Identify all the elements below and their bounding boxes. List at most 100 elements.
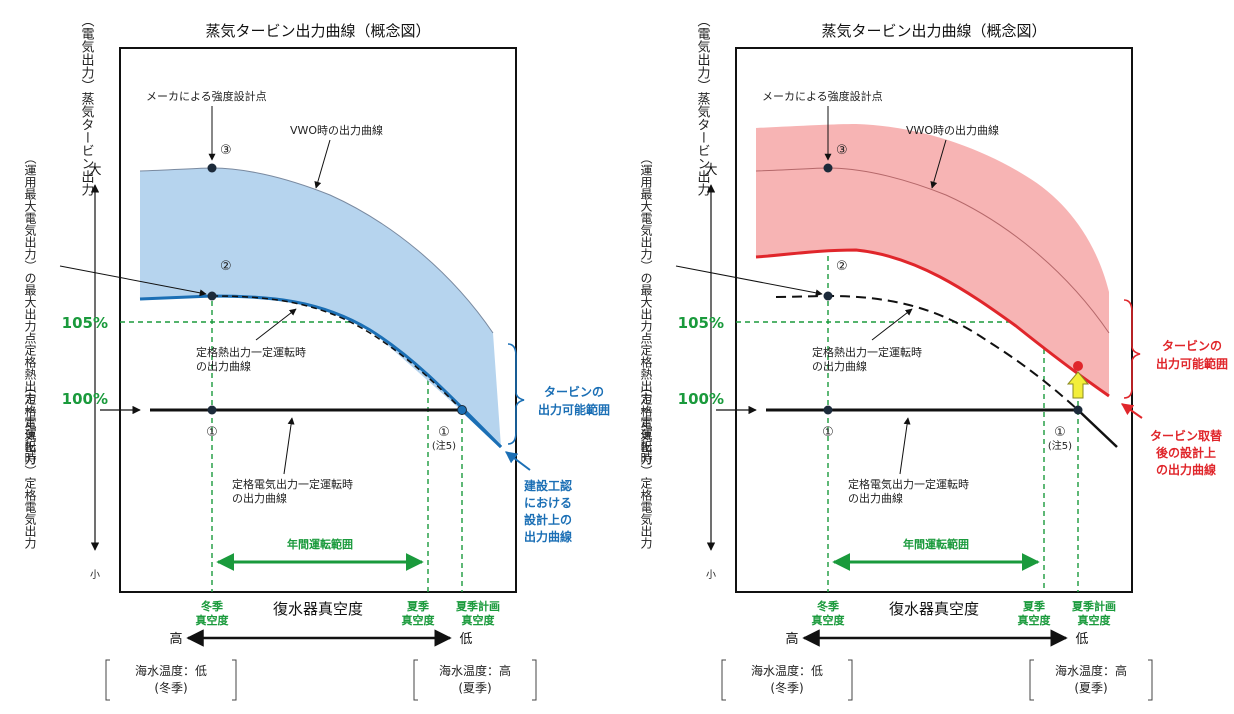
design-output-curve: [139, 294, 503, 449]
winter-vac-2: 真空度: [196, 613, 230, 627]
vwo-curve-text: VWO時の出力曲線: [290, 123, 383, 137]
thermal-curve-text-2: の出力曲線: [196, 359, 251, 373]
design-curve-text-1: 建設工認: [523, 478, 572, 493]
elec-curve-text-2: の出力曲線: [848, 491, 903, 505]
summer-plan-vac-2: 真空度: [462, 613, 496, 627]
vwo-curve: [755, 167, 1110, 334]
design-curve-text-2: 後の設計上: [1156, 445, 1216, 460]
pct-100-label: 100%: [678, 390, 724, 408]
thermal-curve-text-2: の出力曲線: [812, 359, 867, 373]
design-curve-text-3: 設計上の: [524, 512, 572, 527]
annual-range-label: 年間運転範囲: [287, 537, 353, 551]
point-1: [823, 405, 833, 415]
max-point-label: （運用最大電気出力）の最大出力点定格熱出力一定運転時: [639, 152, 653, 464]
sea-temp-low-1: 海水温度：低: [751, 663, 823, 678]
diagram-title: 蒸気タービン出力曲線（概念図）: [821, 22, 1046, 40]
winter-vac-2: 真空度: [812, 613, 846, 627]
thermal-output-curve: [211, 295, 463, 411]
point-1: [207, 405, 217, 415]
design-curve-text-3: の出力曲線: [1156, 462, 1216, 477]
sea-temp-high-2: (夏季): [1074, 681, 1107, 695]
design-point-text: メーカによる強度設計点: [762, 89, 883, 103]
rated-output-label: （定格電気出力）定格電気出力: [639, 381, 653, 550]
range-brace-text-2: 出力可能範囲: [538, 402, 610, 417]
vwo-curve-text: VWO時の出力曲線: [906, 123, 999, 137]
label-1: ①: [206, 425, 218, 440]
label-1-note: ①: [1054, 425, 1066, 440]
label-1-note: ①: [438, 425, 450, 440]
point-3: [823, 163, 833, 173]
x-high: 高: [785, 631, 798, 647]
x-low: 低: [1075, 632, 1088, 647]
note-5: (注5): [432, 439, 456, 452]
pct-100-label: 100%: [62, 390, 108, 408]
vwo-curve: [139, 167, 494, 334]
annual-range-label: 年間運転範囲: [903, 537, 969, 551]
note-5: (注5): [1048, 439, 1072, 452]
point-2: [207, 291, 217, 301]
winter-vac-1: 冬季: [201, 599, 224, 613]
range-brace-text-1: タービンの: [544, 384, 604, 399]
label-2: ②: [836, 259, 848, 274]
elec-curve-text-2: の出力曲線: [232, 491, 287, 505]
label-1: ①: [822, 425, 834, 440]
x-high: 高: [169, 631, 182, 647]
winter-vac-1: 冬季: [817, 599, 840, 613]
range-brace: [1123, 299, 1141, 399]
range-brace-text-2: 出力可能範囲: [1156, 356, 1228, 371]
max-point-label: （運用最大電気出力）の最大出力点定格熱出力一定運転時: [23, 152, 37, 464]
range-brace: [507, 343, 525, 445]
sea-temp-low-2: (冬季): [770, 680, 803, 695]
pct-105-label: 105%: [678, 314, 724, 332]
y-axis-label: （電気出力）蒸気タービン出力: [79, 14, 95, 197]
diagram-title: 蒸気タービン出力曲線（概念図）: [205, 22, 430, 40]
new-design-point: [1073, 361, 1083, 371]
y-axis-bottom: 小: [706, 569, 716, 581]
label-3: ③: [836, 143, 848, 158]
point-2: [823, 291, 833, 301]
label-2: ②: [220, 259, 232, 274]
sea-temp-low-1: 海水温度：低: [135, 663, 207, 678]
x-axis-label: 復水器真空度: [273, 600, 363, 618]
pct-105-label: 105%: [62, 314, 108, 332]
max-point-pointer: [59, 265, 207, 297]
point-1-note: [457, 405, 467, 415]
point-1-note: [1073, 405, 1083, 415]
summer-plan-vac-2: 真空度: [1078, 613, 1112, 627]
thermal-curve-text-1: 定格熱出力一定運転時: [812, 345, 922, 359]
point-3: [207, 163, 217, 173]
design-curve-text-4: 出力曲線: [524, 529, 572, 544]
right-diagram: 蒸気タービン出力曲線（概念図） （電気出力）蒸気タービン出力 大 小 （運用最大…: [639, 14, 1228, 701]
summer-vac-2: 真空度: [1018, 613, 1052, 627]
elec-curve-text-1: 定格電気出力一定運転時: [232, 477, 353, 491]
design-output-curve: [755, 248, 1110, 398]
range-brace-text-1: タービンの: [1162, 338, 1222, 353]
sea-temp-high-2: (夏季): [458, 681, 491, 695]
y-axis-top: 大: [88, 163, 101, 178]
y-axis-label: （電気出力）蒸気タービン出力: [695, 14, 711, 197]
output-range-fill: [756, 124, 1109, 396]
plot-frame: [119, 47, 517, 593]
thermal-output-curve: [775, 294, 1079, 411]
left-diagram: 蒸気タービン出力曲線（概念図） （電気出力）蒸気タービン出力 大 小 （運用最大…: [23, 14, 610, 701]
elec-curve-text-1: 定格電気出力一定運転時: [848, 477, 969, 491]
rated-output-label: （定格電気出力）定格電気出力: [23, 381, 37, 550]
x-axis-label: 復水器真空度: [889, 600, 979, 618]
summer-plan-vac-1: 夏季計画: [1072, 599, 1116, 613]
design-point-text: メーカによる強度設計点: [146, 89, 267, 103]
summer-vac-2: 真空度: [402, 613, 436, 627]
thermal-curve-text-1: 定格熱出力一定運転時: [196, 345, 306, 359]
y-axis-top: 大: [704, 163, 717, 178]
design-curve-text-1: タービン取替: [1150, 428, 1223, 443]
sea-temp-high-1: 海水温度：高: [1055, 663, 1127, 678]
label-3: ③: [220, 143, 232, 158]
summer-vac-1: 夏季: [1023, 599, 1046, 613]
up-arrow-icon: [1066, 371, 1090, 399]
x-low: 低: [459, 632, 472, 647]
summer-plan-vac-1: 夏季計画: [456, 599, 500, 613]
y-axis-bottom: 小: [90, 569, 100, 581]
summer-vac-1: 夏季: [407, 599, 430, 613]
design-curve-text-2: における: [524, 496, 572, 510]
sea-temp-high-1: 海水温度：高: [439, 663, 511, 678]
